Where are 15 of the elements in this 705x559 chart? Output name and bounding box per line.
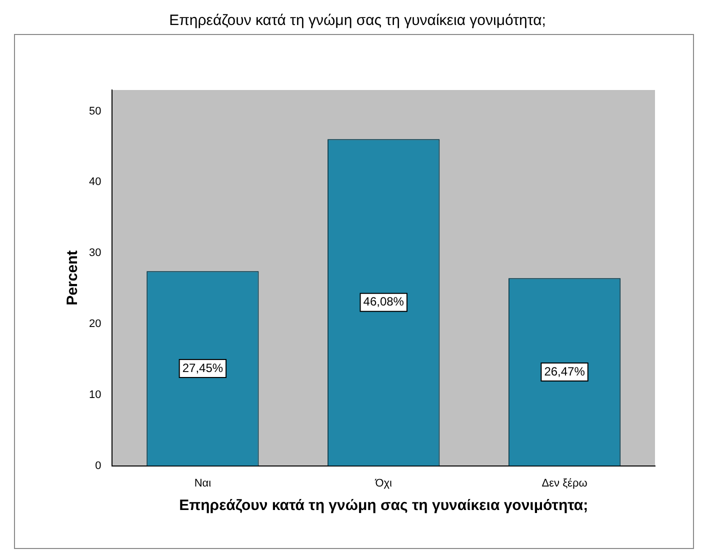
y-axis-title: Percent xyxy=(64,250,82,306)
x-axis-title: Επηρεάζουν κατά τη γνώμη σας τη γυναίκεια γονιμότητα; xyxy=(179,497,588,514)
x-tick-label: Δεν ξέρω xyxy=(542,477,588,490)
data-label: 46,08% xyxy=(363,294,404,309)
y-tick-label: 40 xyxy=(88,176,102,188)
data-label: 26,47% xyxy=(544,364,586,378)
y-tick-label: 0 xyxy=(95,460,102,472)
y-tick-label: 10 xyxy=(88,388,102,401)
y-tick-label: 30 xyxy=(88,247,102,260)
y-tick-label: 20 xyxy=(88,318,102,330)
x-tick-label: Ναι xyxy=(194,477,212,490)
y-tick-label: 50 xyxy=(88,105,102,118)
x-tick-label: Όχι xyxy=(374,477,393,490)
chart-title: Επηρεάζουν κατά τη γνώμη σας τη γυναίκεια γονιμότητα; xyxy=(169,12,546,30)
data-label: 27,45% xyxy=(182,360,224,375)
